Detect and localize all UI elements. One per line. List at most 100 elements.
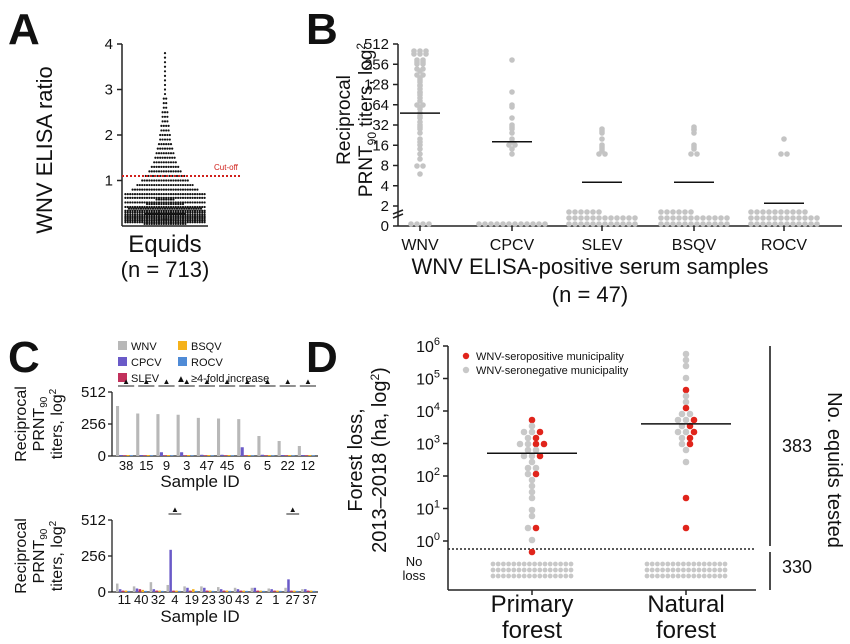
elisa-dot [162,221,165,224]
elisa-dot [155,183,158,187]
elisa-dot [169,183,173,187]
titer-bar [281,455,285,456]
elisa-dot [157,161,161,164]
elisa-dot [163,83,167,87]
titer-bar [225,590,229,592]
elisa-dot [161,120,164,123]
titer-bar [250,587,254,592]
titer-dot-zero [682,221,688,227]
elisa-dot [155,215,158,218]
elisa-dot [148,209,151,212]
panel-d-ylabel-line2: 2013–2018 (ha, log2) [368,367,391,553]
elisa-dot [160,201,163,204]
elisa-dot [165,209,168,212]
elisa-dot [153,209,156,212]
no-loss-dot [660,567,665,573]
seronegative-dot [528,476,536,484]
elisa-dot [165,161,168,164]
elisa-dot [167,216,170,219]
elisa-dot [199,207,203,210]
titer-dot-zero [754,209,760,215]
titer-dot-zero [796,215,802,221]
titer-bar [301,455,305,456]
elisa-dot [155,165,158,168]
titer-bar [295,590,299,592]
no-loss-dot [490,561,496,567]
elisa-dot [145,209,149,212]
elisa-dot [143,216,146,219]
titer-dot-zero [796,221,802,227]
elisa-dot [174,161,177,164]
elisa-dot [163,156,167,159]
seronegative-dot [678,410,686,418]
titer-dot-zero [614,215,620,221]
elisa-dot [173,207,176,210]
elisa-dot [157,165,161,168]
category-primary-line2: forest [502,617,562,644]
seropositive-dot [532,470,540,478]
category-natural-line1: Natural [647,591,724,618]
titer-dot-zero [584,209,590,215]
titer-bar [187,455,191,456]
elisa-dot [163,174,167,178]
elisa-dot [186,179,189,182]
elisa-dot [160,179,163,182]
titer-dot-zero [760,221,766,227]
no-loss-dot [501,561,506,567]
elisa-dot [150,209,153,212]
elisa-dot [161,111,164,114]
elisa-dot [201,221,204,224]
elisa-dot [157,205,161,209]
no-loss-dot [521,573,527,579]
titer-bar [253,587,257,592]
titer-dot [599,136,605,142]
titer-dot [691,130,697,136]
elisa-dot [172,209,175,212]
panel-d-ylabel-line1: Forest loss, [345,408,367,511]
seropositive-dot [686,434,694,442]
elisa-dot [179,193,182,196]
elisa-dot [174,209,177,212]
seropositive-dot [528,548,536,556]
elisa-dot [191,188,194,191]
elisa-dot [155,196,158,199]
titer-dot-zero [814,215,820,221]
elisa-dot [153,221,156,224]
panel-c-ytick-label: 0 [98,584,106,601]
elisa-dot [138,211,141,214]
elisa-dot [136,211,139,214]
elisa-dot [145,188,149,191]
elisa-dot [186,211,189,214]
no-loss-dot [707,573,712,579]
elisa-dot [177,196,180,199]
titer-bar [287,579,290,592]
seronegative-dot [524,464,532,472]
elisa-dot [150,201,153,204]
panel-a-ytick-label: 3 [105,82,113,99]
titer-dot [509,104,515,110]
elisa-dot [147,212,150,216]
elisa-dot [197,207,200,210]
elisa-dot [150,211,153,214]
elisa-dot [148,188,151,191]
elisa-dot [165,129,168,132]
elisa-dot [193,221,197,224]
titer-bar [183,586,186,592]
seronegative-dot [520,428,528,436]
elisa-dot [184,196,187,199]
titer-dot-zero [572,215,578,221]
titer-dot-zero [682,209,688,215]
elisa-dot [166,207,169,210]
elisa-dot [133,205,137,209]
elisa-dot [160,209,163,212]
elisa-dot [179,183,182,187]
elisa-dot [181,216,185,219]
titer-dot [781,136,787,142]
elisa-dot [124,219,127,222]
elisa-dot [167,129,170,132]
elisa-dot [154,156,157,159]
elisa-dot [203,205,206,209]
elisa-dot [157,170,161,173]
elisa-dot [172,183,175,187]
titer-dot-zero [784,209,790,215]
